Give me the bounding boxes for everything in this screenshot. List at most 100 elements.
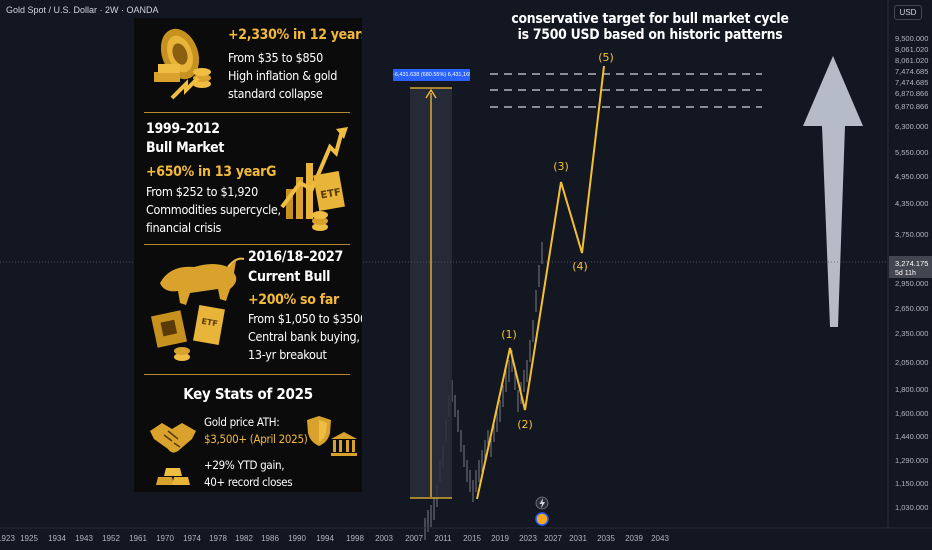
x-tick-label: 2031: [569, 534, 587, 543]
s3-range: From $1,050 to $3500+: [248, 311, 362, 326]
y-tick-label: 2,350.000: [895, 329, 928, 338]
y-tick-label: 3,750.000: [895, 230, 928, 239]
y-tick-label: 6,300.000: [895, 122, 928, 131]
x-tick-label: 1986: [261, 534, 279, 543]
y-tick-label: 2,950.000: [895, 279, 928, 288]
x-tick-label: 2019: [491, 534, 509, 543]
wave-label: (5): [598, 51, 614, 64]
y-tick-label: 1,150.000: [895, 479, 928, 488]
s4-ath-value: $3,500+ (April 2025): [204, 432, 308, 446]
section-key-stats-2025: Key Stats of 2025 Gold price ATH: $3,500…: [134, 375, 362, 492]
measure-arrow-head: [425, 88, 437, 99]
x-tick-label: 1925: [20, 534, 38, 543]
s3-reason-2: 13-yr breakout: [248, 347, 327, 362]
y-tick-label: 5,550.000: [895, 148, 928, 157]
y-tick-label: 4,350.000: [895, 199, 928, 208]
y-tick-label: 2,650.000: [895, 304, 928, 313]
s2-reason-2: financial crisis: [146, 220, 222, 235]
y-tick-label: 8,061.020: [895, 56, 928, 65]
bull-target-arrow: [803, 56, 863, 327]
bull-illustration: ETF: [151, 257, 245, 361]
s3-stat: +200% so far: [248, 292, 339, 308]
s1-reason-1: High inflation & gold: [228, 68, 338, 83]
svg-text:ETF: ETF: [320, 187, 342, 201]
measure-label[interactable]: -6,431.638 (680.55%) 6,431,165.0: [393, 69, 470, 81]
y-tick-label: 7,474.685: [895, 67, 928, 76]
section-divider: [144, 112, 350, 113]
x-tick-label: 2015: [463, 534, 481, 543]
currency-button[interactable]: USD: [894, 5, 922, 20]
s2-stat: +650% in 13 yearG: [146, 164, 277, 180]
y-tick-label: 8,061.020: [895, 45, 928, 54]
earnings-event-icon[interactable]: [535, 512, 549, 526]
x-tick-label: 1934: [48, 534, 66, 543]
x-tick-label: 1943: [75, 534, 93, 543]
s1-range: From $35 to $850: [228, 50, 324, 65]
s4-records: 40+ record closes: [204, 475, 293, 489]
section-1970s-bull: +2,330% in 12 years From $35 to $850 Hig…: [134, 18, 362, 112]
x-tick-label: 1923: [0, 534, 15, 543]
shield-icon: [307, 416, 331, 446]
y-tick-label: 7,474.685: [895, 78, 928, 87]
y-tick-label: 1,290.000: [895, 456, 928, 465]
x-tick-label: 1974: [183, 534, 201, 543]
section-1999-2012-bull: 1999–2012 Bull Market +650% in 13 yearG …: [134, 113, 362, 244]
target-annotation[interactable]: conservative target for bull market cycl…: [502, 11, 798, 43]
y-tick-label: 9,500.000: [895, 34, 928, 43]
x-tick-label: 2035: [597, 534, 615, 543]
s2-range: From $252 to $1,920: [146, 184, 258, 199]
y-tick-label: 1,600.000: [895, 409, 928, 418]
x-tick-label: 1998: [346, 534, 364, 543]
wave-label: (2): [517, 418, 533, 431]
y-tick-label: 4,950.000: [895, 172, 928, 181]
elliott-wave: (1) (2) (3) (4) (5): [476, 51, 614, 500]
y-tick-label: 6,870.866: [895, 89, 928, 98]
section-divider: [144, 244, 350, 245]
x-tick-label: 1982: [235, 534, 253, 543]
y-tick-label: 1,030.000: [895, 503, 928, 512]
x-tick-label: 2043: [651, 534, 669, 543]
bar-countdown: 5d 11h: [895, 270, 916, 277]
event-icons[interactable]: [535, 496, 549, 526]
gold-bull-markets-infographic[interactable]: +2,330% in 12 years From $35 to $850 Hig…: [134, 18, 362, 492]
x-tick-label: 2039: [625, 534, 643, 543]
s3-reason-1: Central bank buying,: [248, 329, 360, 344]
y-tick-label: 2,050.000: [895, 358, 928, 367]
wave-label: (3): [553, 160, 569, 173]
s3-title-2: Current Bull: [248, 269, 331, 285]
elliott-wave-line[interactable]: [476, 65, 605, 500]
y-tick-label: 6,870.866: [895, 102, 928, 111]
annotation-line-1: conservative target for bull market cycl…: [511, 11, 789, 27]
s3-title-1: 2016/18–2027: [248, 249, 343, 265]
x-tick-label: 2007: [405, 534, 423, 543]
s2-reason-1: Commodities supercycle,: [146, 202, 281, 217]
s1-reason-2: standard collapse: [228, 86, 323, 101]
wave-label: (4): [572, 260, 588, 273]
gold-coins-illustration: [154, 28, 211, 100]
target-levels: [490, 73, 762, 108]
current-price-tag[interactable]: [889, 256, 932, 278]
x-tick-label: 1952: [102, 534, 120, 543]
etf-chart-illustration: ETF: [280, 127, 348, 231]
x-tick-label: 2003: [375, 534, 393, 543]
handshake-icon: [150, 423, 196, 453]
s4-ytd: +29% YTD gain,: [204, 458, 285, 472]
time-axis: 1923 1925 1934 1943 1952 1961 1970 1974 1978 1982…: [0, 534, 669, 543]
gold-bars-icon: [156, 468, 190, 485]
x-tick-label: 1978: [209, 534, 227, 543]
y-tick-label: 1,440.000: [895, 432, 928, 441]
section-current-bull: ETF 2016/18–2027 Current Bull +200% so f…: [134, 245, 362, 373]
x-tick-label: 1994: [316, 534, 334, 543]
symbol-title: Gold Spot / U.S. Dollar · 2W · OANDA: [6, 5, 159, 15]
price-axis: 9,500.000 8,061.020 8,061.020 7,474.685 7,47…: [889, 34, 932, 512]
current-price-value: 3,274.175: [895, 259, 928, 268]
s1-stat: +2,330% in 12 years: [228, 27, 362, 43]
section-divider: [144, 374, 350, 375]
s4-title: Key Stats of 2025: [183, 385, 313, 403]
annotation-line-2: is 7500 USD based on historic patterns: [517, 27, 783, 43]
x-tick-label: 2027: [544, 534, 562, 543]
x-tick-label: 1970: [156, 534, 174, 543]
y-tick-label: 1,800.000: [895, 385, 928, 394]
s2-title-1: 1999–2012: [146, 121, 220, 137]
